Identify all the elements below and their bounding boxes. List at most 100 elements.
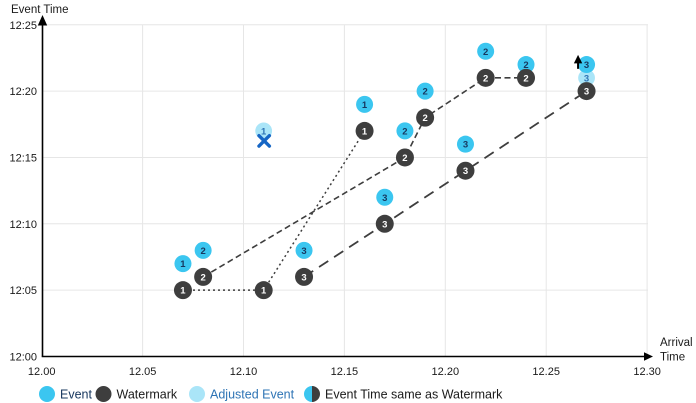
x-tick-label: 12.15 — [331, 366, 359, 378]
adjusted-event-point-3-circle — [578, 69, 595, 87]
event-point-2-circle — [517, 56, 535, 74]
watermark-point-3: 3 — [375, 214, 394, 233]
legend-item-adjusted: Adjusted Event — [189, 386, 295, 402]
dropped-event-x-icon — [257, 134, 272, 148]
event-point-3-circle — [295, 241, 313, 259]
x-axis-arrow-icon — [644, 352, 653, 361]
watermark-point-3-circle — [577, 82, 596, 101]
axes: Event Time Arrival Time 12:25 12:20 12:15 12:1… — [9, 4, 692, 378]
watermark-point-2: 2 — [476, 68, 495, 87]
annotations — [257, 54, 583, 148]
arrow-head — [573, 54, 583, 64]
watermark-point-3-label: 3 — [382, 219, 387, 230]
adjusted-event-point-3-label: 3 — [584, 73, 589, 84]
watermark-line-3 — [303, 90, 588, 278]
x-tick-label: 12.20 — [432, 366, 460, 378]
watermark-line-1 — [183, 130, 366, 291]
x-axis-title: Time — [660, 352, 685, 364]
event-point-2-circle — [416, 82, 434, 100]
watermark-point-2-circle — [194, 267, 213, 286]
watermark-point-2: 2 — [416, 108, 435, 127]
y-axis-arrow-icon — [37, 15, 48, 26]
watermark-point-2: 2 — [395, 148, 414, 167]
event-point-3: 3 — [295, 241, 313, 259]
event-point-3: 3 — [376, 188, 394, 206]
event-point-2: 2 — [396, 122, 414, 140]
event-point-3-circle — [376, 188, 394, 206]
legend-half-swatch-icon — [304, 386, 312, 402]
watermark-point-1-circle — [355, 121, 374, 140]
event-point-3-label: 3 — [382, 193, 387, 204]
event-point-1-label: 1 — [180, 259, 186, 270]
adjustment-up-arrow-icon — [573, 54, 583, 69]
event-point-1: 1 — [356, 95, 374, 113]
watermark-point-3-circle — [295, 267, 314, 286]
watermark-point-3-circle — [375, 214, 394, 233]
watermark-point-3-label: 3 — [463, 166, 468, 177]
y-tick-label: 12:25 — [9, 20, 37, 32]
legend-watermark-swatch-icon — [95, 386, 112, 402]
event-point-1-label: 1 — [362, 100, 368, 111]
y-axis-title: Event Time — [11, 4, 69, 16]
watermark-points: 1 1 1 2 2 2 2 2 3 3 3 3 — [173, 68, 596, 300]
watermark-point-2-label: 2 — [483, 73, 488, 84]
watermark-point-1: 1 — [355, 121, 374, 140]
y-tick-label: 12:10 — [9, 219, 37, 231]
y-tick-label: 12:05 — [9, 285, 37, 297]
event-point-3-circle — [456, 135, 474, 153]
watermark-point-2: 2 — [194, 267, 213, 286]
watermark-point-1-label: 1 — [362, 126, 368, 137]
event-point-2: 2 — [416, 82, 434, 100]
watermark-point-3: 3 — [295, 267, 314, 286]
event-point-3: 3 — [456, 135, 474, 153]
watermark-point-3: 3 — [456, 161, 475, 180]
watermark-point-2-circle — [517, 68, 536, 87]
legend-item-event: Event — [39, 386, 92, 402]
event-point-3-label: 3 — [584, 60, 589, 71]
adjusted-event-point-1-label: 1 — [261, 126, 267, 137]
legend-event-swatch-icon — [39, 386, 55, 402]
adjusted-event-point-3: 3 — [578, 69, 595, 87]
watermark-point-2-label: 2 — [523, 73, 528, 84]
event-point-3-label: 3 — [301, 246, 306, 257]
event-point-2-circle — [396, 122, 414, 140]
legend-item-half: Event Time same as Watermark — [304, 386, 503, 402]
x-tick-label: 12.00 — [28, 366, 56, 378]
watermark-point-2-circle — [395, 148, 414, 167]
event-point-3-label: 3 — [463, 140, 468, 151]
watermark-point-3-label: 3 — [584, 87, 589, 98]
watermark-point-1: 1 — [254, 281, 273, 300]
legend-label: Event Time same as Watermark — [325, 388, 503, 402]
event-point-2: 2 — [477, 42, 495, 60]
event-point-2: 2 — [194, 241, 212, 259]
watermark-point-1-label: 1 — [180, 286, 186, 297]
adjusted-event-points: 13 — [255, 69, 595, 140]
legend-label: Event — [60, 388, 92, 402]
watermark-point-1-label: 1 — [261, 286, 267, 297]
legend-adjusted-swatch-icon — [189, 386, 205, 402]
event-point-1: 1 — [174, 255, 192, 273]
x-tick-label: 12.10 — [230, 366, 258, 378]
event-point-2-circle — [477, 42, 495, 60]
y-tick-label: 12:00 — [9, 352, 37, 364]
watermark-point-3-label: 3 — [301, 272, 306, 283]
legend-item-watermark: Watermark — [95, 386, 178, 402]
watermark-point-2-circle — [416, 108, 435, 127]
watermark-point-3-circle — [456, 161, 475, 180]
event-point-2: 2 — [517, 56, 535, 74]
legend-half-swatch-icon — [312, 386, 320, 402]
event-point-2-label: 2 — [483, 47, 488, 58]
event-point-2-label: 2 — [523, 60, 528, 71]
watermark-point-1-circle — [173, 281, 192, 300]
event-point-2-circle — [194, 241, 212, 259]
legend-label: Adjusted Event — [210, 388, 295, 402]
event-point-1-circle — [174, 255, 192, 273]
x-tick-label: 12.30 — [633, 366, 661, 378]
gridlines — [42, 24, 648, 357]
event-point-2-label: 2 — [422, 87, 427, 98]
event-point-2-label: 2 — [402, 126, 407, 137]
watermark-point-2-label: 2 — [200, 272, 205, 283]
watermark-point-3: 3 — [577, 82, 596, 101]
